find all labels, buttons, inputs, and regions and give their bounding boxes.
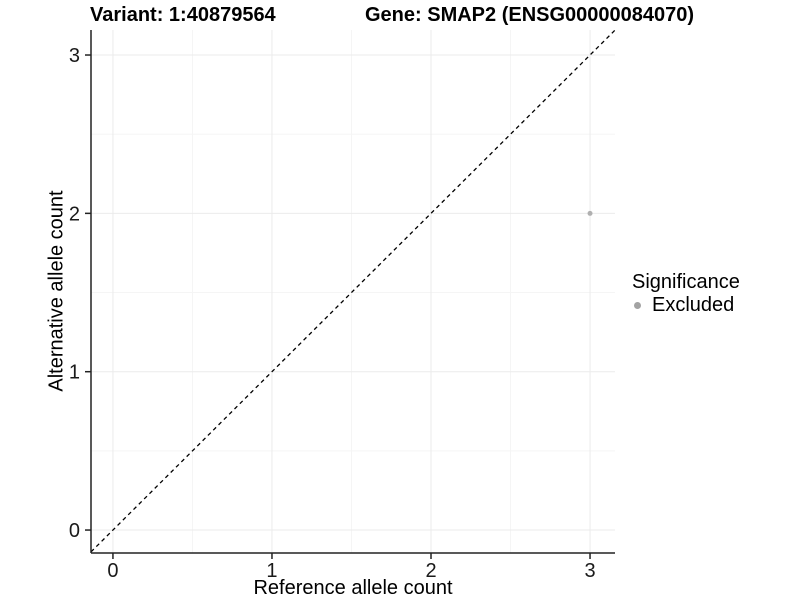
legend-item-label: Excluded [652,294,735,316]
legend: Significance Excluded [632,272,740,316]
y-axis-title: Alternative allele count [45,190,68,392]
excluded-marker-icon [634,302,641,309]
y-tick-label: 1 [69,362,80,384]
legend-title: Significance [632,271,740,293]
identity-line [90,29,616,553]
x-tick-label: 1 [266,560,277,582]
legend-item-excluded: Excluded [632,295,740,316]
gene-title: Gene: SMAP2 (ENSG00000084070) [365,4,695,26]
x-axis-title: Reference allele count [253,577,453,599]
x-tick-label: 3 [584,560,595,582]
variant-title: Variant: 1:40879564 [90,4,276,26]
x-tick-label: 2 [425,560,436,582]
y-tick-label: 3 [69,45,80,67]
data-point [587,210,593,216]
y-tick-label: 0 [69,520,80,542]
x-tick-label: 0 [107,560,118,582]
y-tick-label: 2 [69,203,80,225]
